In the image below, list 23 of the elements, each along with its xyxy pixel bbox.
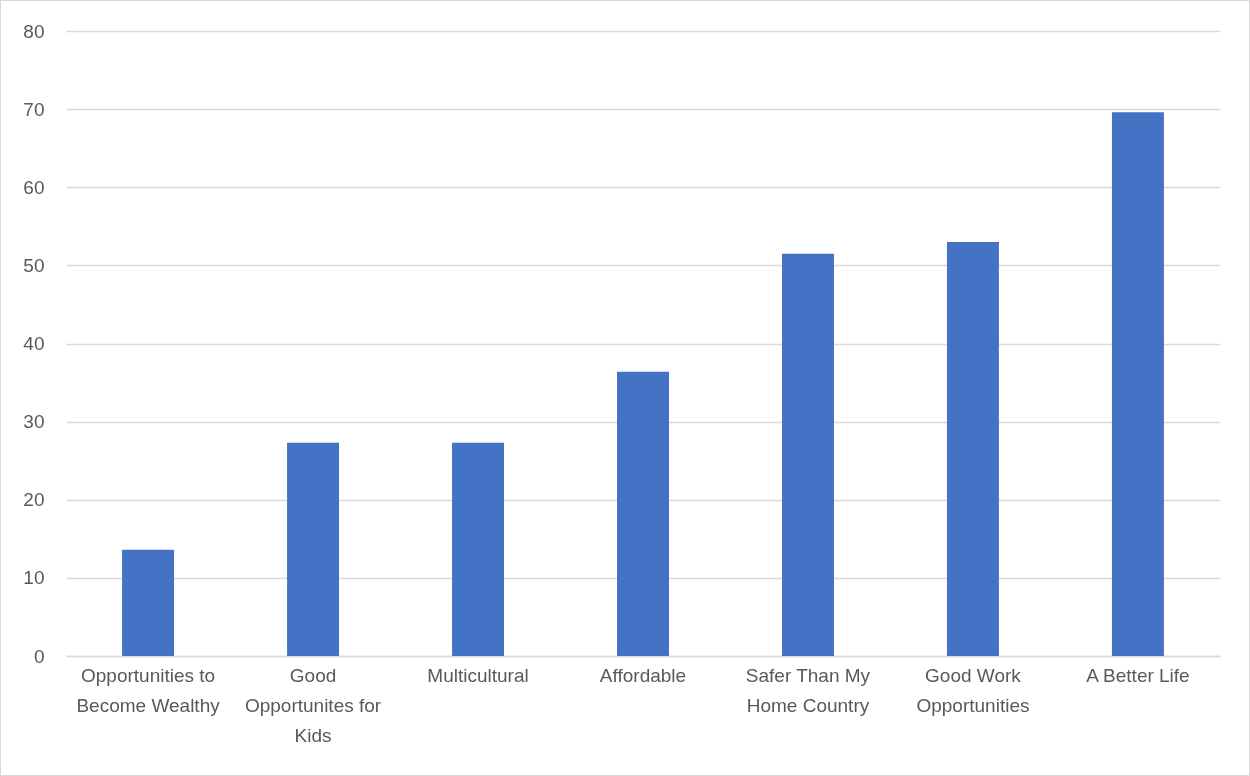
bar — [122, 549, 175, 656]
y-tick-label: 10 — [23, 567, 45, 589]
bar — [946, 241, 999, 656]
x-tick-label: Affordable — [599, 664, 687, 686]
x-tick-label: A Better Life — [1086, 664, 1190, 686]
bar — [781, 253, 834, 656]
bar — [617, 371, 669, 656]
y-tick-label: 0 — [33, 645, 45, 667]
x-tick-label: Good Work Opportunities — [916, 664, 1030, 716]
x-tick-label: Good Opportunites for Kids — [244, 664, 382, 746]
y-tick-label: 50 — [23, 254, 45, 276]
y-tick-label: 20 — [23, 489, 45, 511]
y-tick-label: 40 — [23, 333, 45, 354]
y-tick-label: 70 — [23, 98, 45, 120]
bar — [287, 442, 340, 656]
bar — [452, 442, 505, 656]
x-tick-label: Opportunities to Become Wealthy — [76, 664, 221, 716]
y-tick-label: 80 — [23, 20, 45, 42]
y-tick-label: 30 — [23, 411, 45, 433]
x-tick-label: Multicultural — [427, 664, 529, 686]
bar — [1111, 112, 1164, 656]
x-tick-label: Safer Than My Home Country — [745, 664, 871, 716]
y-tick-label: 60 — [23, 176, 45, 198]
